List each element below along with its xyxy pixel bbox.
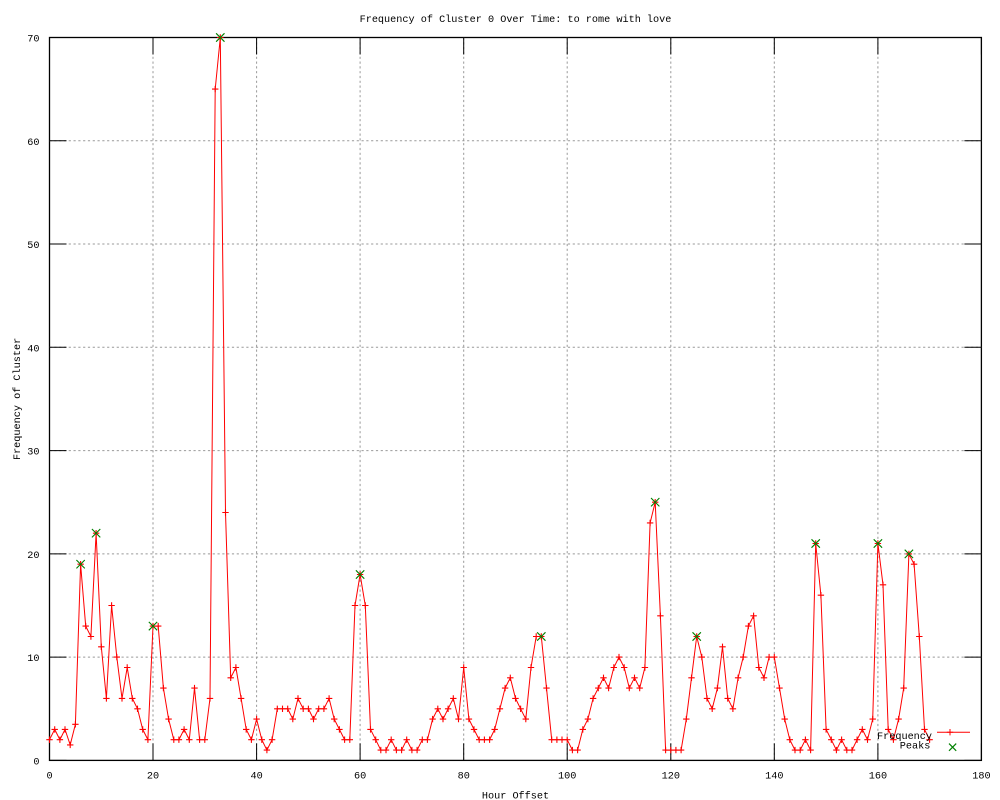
svg-text:160: 160 xyxy=(869,771,887,782)
svg-text:10: 10 xyxy=(27,654,39,665)
svg-text:0: 0 xyxy=(33,757,39,768)
svg-text:60: 60 xyxy=(27,138,39,149)
svg-text:80: 80 xyxy=(458,771,470,782)
svg-text:70: 70 xyxy=(27,35,39,46)
svg-text:40: 40 xyxy=(250,771,262,782)
svg-text:140: 140 xyxy=(765,771,783,782)
svg-text:30: 30 xyxy=(27,448,39,459)
svg-text:180: 180 xyxy=(972,771,990,782)
svg-text:0: 0 xyxy=(46,771,52,782)
svg-text:Frequency of Cluster 0 Over Ti: Frequency of Cluster 0 Over Time: to rom… xyxy=(360,14,672,26)
svg-text:40: 40 xyxy=(27,344,39,355)
svg-text:50: 50 xyxy=(27,241,39,252)
svg-text:20: 20 xyxy=(147,771,159,782)
svg-text:60: 60 xyxy=(354,771,366,782)
svg-text:Peaks: Peaks xyxy=(900,741,931,753)
svg-text:100: 100 xyxy=(558,771,576,782)
svg-text:Hour Offset: Hour Offset xyxy=(482,790,549,800)
svg-text:120: 120 xyxy=(662,771,680,782)
svg-text:20: 20 xyxy=(27,551,39,562)
svg-text:Frequency of Cluster: Frequency of Cluster xyxy=(12,338,24,460)
